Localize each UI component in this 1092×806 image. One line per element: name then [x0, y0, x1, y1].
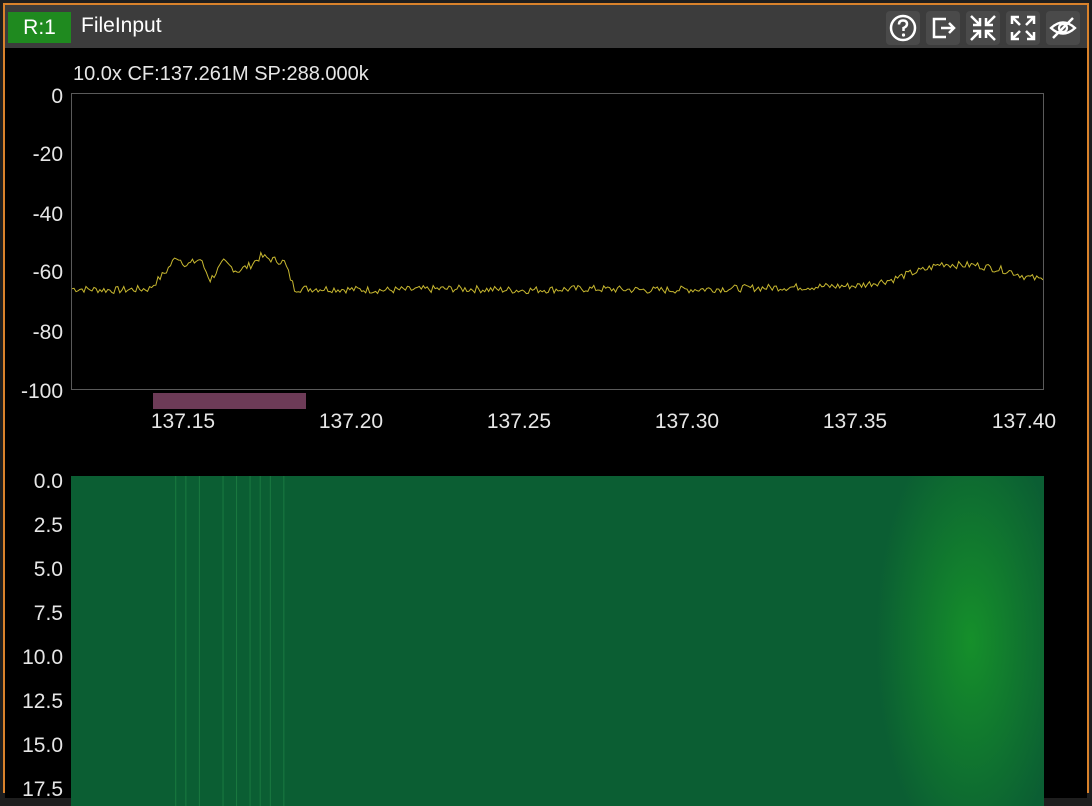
collapse-button[interactable] — [966, 11, 1000, 45]
expand-icon — [1010, 15, 1036, 41]
fft-y-tick: -100 — [20, 380, 63, 403]
waterfall-y-tick: 10.0 — [22, 646, 63, 669]
waterfall-y-tick: 7.5 — [33, 602, 63, 625]
expand-button[interactable] — [1006, 11, 1040, 45]
fft-x-tick: 137.15 — [150, 410, 216, 433]
fft-y-tick: -80 — [32, 321, 63, 344]
hide-icon — [1049, 17, 1077, 39]
hide-button[interactable] — [1046, 11, 1080, 45]
waterfall-svg — [175, 476, 1044, 806]
fft-y-tick: -40 — [32, 203, 63, 226]
fft-x-tick: 137.35 — [822, 410, 888, 433]
waterfall-y-tick: 15.0 — [22, 734, 63, 757]
waterfall-y-tick: 12.5 — [22, 690, 63, 713]
fft-trace — [72, 251, 1043, 295]
waterfall-y-tick: 2.5 — [33, 514, 63, 537]
fft-info-text: 10.0x CF:137.261M SP:288.000k — [73, 63, 369, 85]
waterfall-signal-lines — [175, 476, 285, 806]
window-titlebar[interactable]: R:1 FileInput — [5, 5, 1087, 48]
exit-icon — [932, 17, 956, 39]
fft-x-tick: 137.25 — [486, 410, 552, 433]
waterfall-display[interactable] — [71, 476, 1044, 806]
fft-plot[interactable] — [71, 93, 1044, 390]
fft-x-tick: 137.40 — [991, 410, 1057, 433]
window-title: FileInput — [81, 14, 162, 37]
help-icon — [889, 14, 917, 42]
radio-badge: R:1 — [8, 12, 71, 43]
fft-y-tick: -20 — [32, 143, 63, 166]
fft-y-tick: 0 — [51, 85, 63, 108]
vfo-marker[interactable] — [153, 393, 306, 409]
fft-x-tick: 137.20 — [318, 410, 384, 433]
file-input-window: R:1 FileInput — [3, 3, 1089, 806]
help-button[interactable] — [886, 11, 920, 45]
fft-y-tick: -60 — [32, 261, 63, 284]
exit-button[interactable] — [926, 11, 960, 45]
plot-area[interactable]: 10.0x CF:137.261M SP:288.000k 0 -20 -40 … — [5, 48, 1087, 806]
fft-x-tick: 137.30 — [654, 410, 720, 433]
waterfall-y-tick: 5.0 — [33, 558, 63, 581]
collapse-icon — [970, 15, 996, 41]
waterfall-y-tick: 0.0 — [33, 470, 63, 493]
waterfall-y-tick: 17.5 — [22, 778, 63, 801]
fft-trace-svg — [72, 251, 1043, 295]
